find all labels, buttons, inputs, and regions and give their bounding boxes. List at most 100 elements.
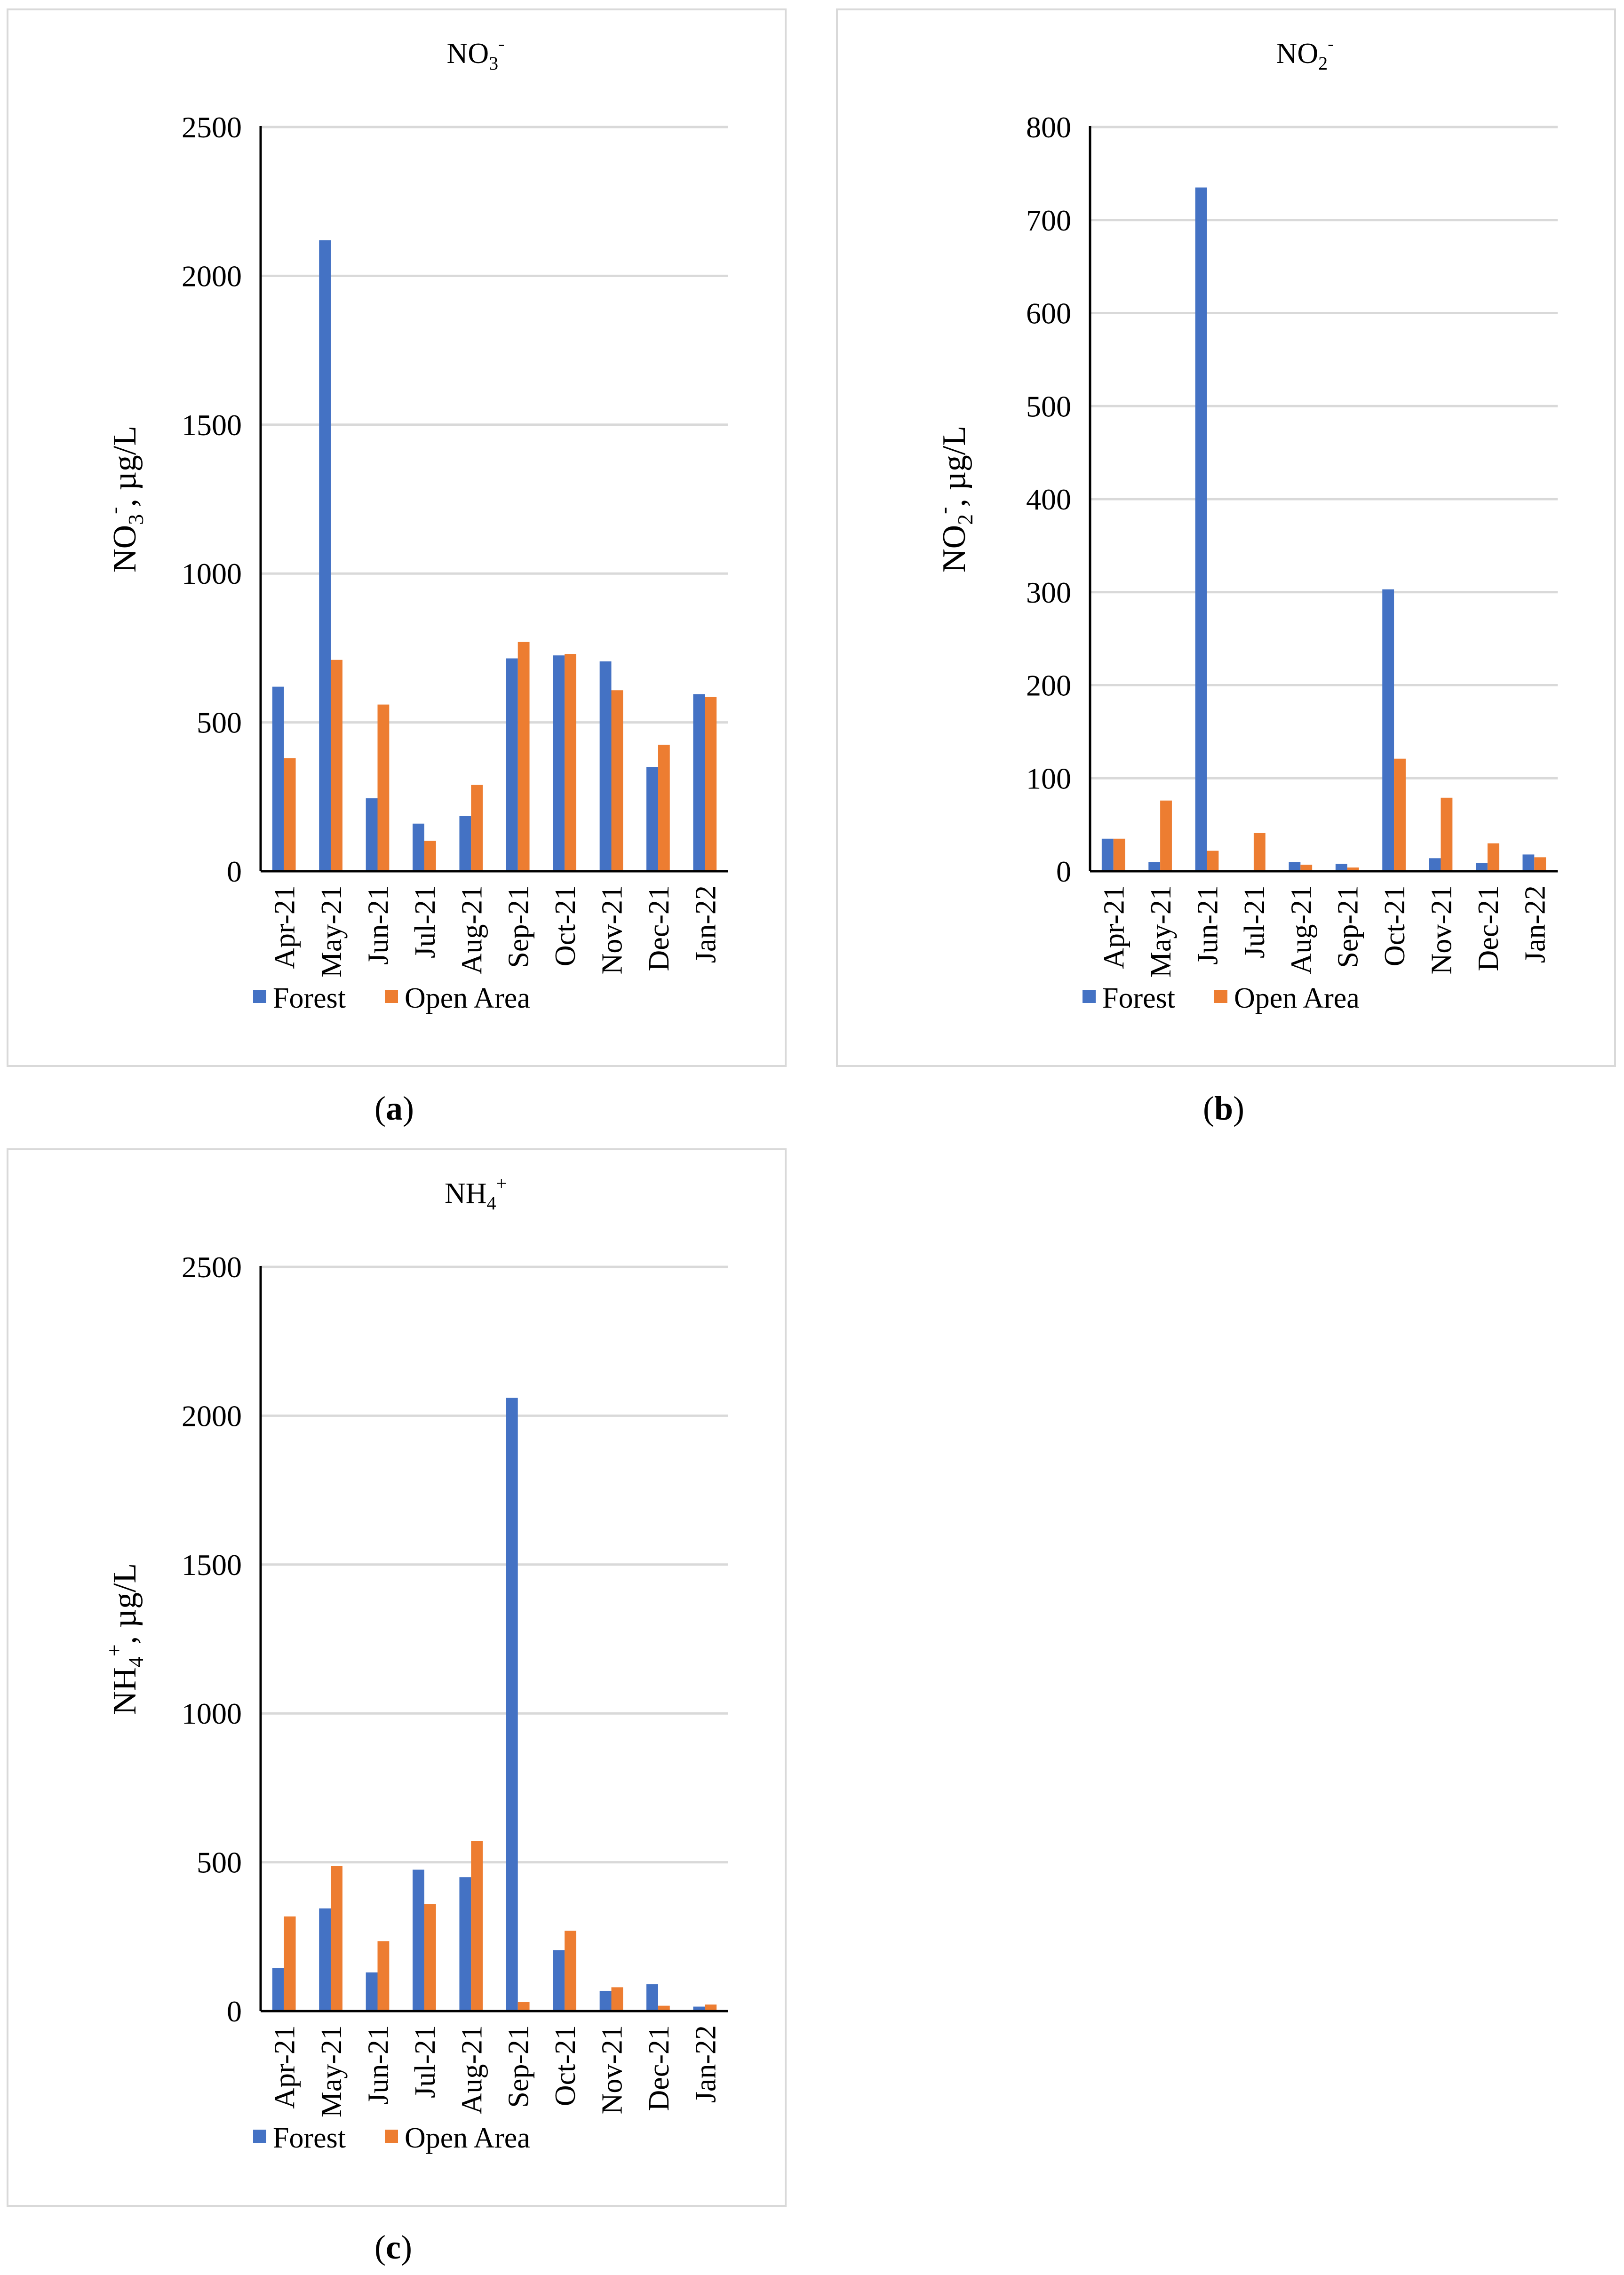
bar-forest-dec-21	[646, 767, 658, 871]
y-tick-label: 200	[1026, 669, 1071, 702]
bar-forest-nov-21	[599, 1990, 612, 2011]
legend-open-area-swatch	[385, 2130, 398, 2143]
bar-forest-aug-21	[459, 816, 471, 871]
bar-forest-oct-21	[553, 1950, 565, 2011]
bar-open-area-jun-21	[1207, 851, 1219, 871]
bar-open-area-jul-21	[424, 1904, 436, 2011]
y-tick-label: 0	[227, 855, 242, 888]
bar-open-area-dec-21	[658, 2005, 670, 2011]
y-axis-label: NO3-, µg/L	[102, 426, 148, 573]
bar-open-area-aug-21	[471, 1841, 483, 2011]
legend-open-area-label: Open Area	[1234, 982, 1360, 1014]
y-tick-label: 0	[227, 1995, 242, 2028]
y-tick-label: 2500	[182, 1250, 242, 1284]
y-tick-label: 2500	[182, 111, 242, 144]
caption-c: (c)	[374, 2228, 412, 2266]
bar-open-area-jan-22	[1534, 857, 1546, 871]
bar-forest-oct-21	[553, 655, 565, 871]
chart-title: NO2-	[1276, 33, 1334, 74]
x-tick-label: Aug-21	[456, 2025, 488, 2114]
y-tick-label: 500	[197, 1846, 242, 1879]
bar-open-area-jan-22	[705, 697, 717, 871]
bar-forest-apr-21	[272, 686, 284, 871]
nitrate-chart: NO3- 0 500 1000 1500 2000 2500 Apr-21 May-21 Jun-…	[102, 33, 728, 1014]
y-tick-label: 100	[1026, 762, 1071, 795]
y-tick-label: 2000	[182, 1399, 242, 1432]
legend-forest-swatch	[253, 990, 266, 1003]
caption-b: (b)	[1203, 1090, 1245, 1127]
bar-open-area-sep-21	[1347, 867, 1359, 871]
bar-forest-apr-21	[272, 1968, 284, 2011]
y-tick-label: 1500	[182, 408, 242, 442]
x-tick-label: Sep-21	[503, 2025, 535, 2108]
bar-forest-aug-21	[459, 1877, 471, 2011]
legend-open-area-label: Open Area	[405, 982, 530, 1014]
bar-open-area-nov-21	[611, 690, 623, 871]
y-tick-label: 800	[1026, 111, 1071, 144]
bar-open-area-jul-21	[1253, 833, 1266, 871]
bar-forest-aug-21	[1289, 862, 1301, 871]
bar-open-area-jun-21	[377, 1941, 390, 2011]
bar-open-area-jan-22	[705, 2005, 717, 2011]
bar-forest-oct-21	[1382, 589, 1394, 871]
legend-open-area-label: Open Area	[405, 2122, 530, 2154]
bar-forest-may-21	[319, 1908, 331, 2011]
bar-forest-jun-21	[1195, 187, 1207, 872]
nitrite-chart: NO2- 0 100 200 300 400 500 600 700 800 Apr-21 May-2…	[931, 33, 1558, 1014]
bar-forest-may-21	[319, 240, 331, 871]
bar-open-area-aug-21	[1300, 865, 1313, 871]
y-tick-label: 600	[1026, 297, 1071, 330]
y-tick-label: 1000	[182, 1697, 242, 1730]
x-tick-label: Oct-21	[549, 2025, 581, 2106]
caption-a: (a)	[374, 1090, 414, 1127]
bar-open-area-apr-21	[1113, 838, 1125, 871]
y-tick-label: 1500	[182, 1548, 242, 1582]
x-tick-label: Apr-21	[269, 885, 301, 969]
x-tick-label: Jul-21	[409, 2025, 441, 2098]
bar-open-area-jul-21	[424, 841, 436, 871]
bar-open-area-oct-21	[1394, 758, 1406, 871]
bar-open-area-sep-21	[517, 642, 530, 871]
y-tick-label: 400	[1026, 483, 1071, 516]
x-tick-label: Jan-22	[690, 2025, 722, 2103]
bar-open-area-sep-21	[517, 2002, 530, 2011]
x-tick-label: Apr-21	[269, 2025, 301, 2109]
bar-forest-jan-22	[1522, 854, 1535, 871]
bar-forest-jan-22	[693, 694, 705, 871]
legend-forest-label: Forest	[1102, 982, 1175, 1014]
bar-forest-sep-21	[1335, 864, 1347, 871]
x-tick-label: Jan-22	[690, 885, 722, 963]
x-tick-label: Jan-22	[1519, 885, 1551, 963]
x-tick-label: Oct-21	[549, 885, 581, 966]
legend-open-area-swatch	[1214, 990, 1227, 1003]
chart-panel-b: NO2- 0 100 200 300 400 500 600 700 800 Apr-21 May-2…	[836, 8, 1616, 1067]
chart-panel-a: NO3- 0 500 1000 1500 2000 2500 Apr-21 May-21 Jun-…	[7, 8, 787, 1067]
x-tick-label: Dec-21	[643, 885, 675, 971]
x-tick-label: Jul-21	[1239, 885, 1271, 958]
bar-open-area-dec-21	[1487, 843, 1499, 871]
legend-forest-swatch	[253, 2130, 266, 2143]
bar-open-area-jun-21	[377, 704, 390, 871]
bar-open-area-apr-21	[284, 1916, 296, 2011]
y-axis-label: NH4+, µg/L	[102, 1563, 148, 1715]
y-tick-label: 300	[1026, 576, 1071, 609]
bar-forest-nov-21	[599, 661, 612, 871]
y-axis-label: NO2-, µg/L	[931, 426, 977, 573]
x-tick-label: May-21	[316, 2025, 348, 2117]
chart-title: NO3-	[447, 33, 505, 74]
x-tick-label: Jun-21	[1192, 885, 1224, 965]
chart-panel-c: NH4+ 0 500 1000 1500 2000 2500 Apr-21 May-21 Jun-…	[7, 1148, 787, 2207]
bar-open-area-dec-21	[658, 745, 670, 871]
bar-forest-sep-21	[506, 658, 518, 871]
y-tick-label: 0	[1056, 855, 1071, 888]
bar-forest-nov-21	[1429, 858, 1441, 871]
x-tick-label: Apr-21	[1099, 885, 1130, 969]
bar-forest-jul-21	[413, 823, 424, 871]
y-tick-label: 1000	[182, 557, 242, 590]
x-tick-label: Sep-21	[1332, 885, 1364, 968]
legend-open-area-swatch	[385, 990, 398, 1003]
legend-forest-label: Forest	[273, 2122, 346, 2154]
bar-open-area-nov-21	[1441, 797, 1453, 871]
x-tick-label: Jun-21	[363, 2025, 395, 2105]
bar-forest-dec-21	[646, 1984, 658, 2011]
